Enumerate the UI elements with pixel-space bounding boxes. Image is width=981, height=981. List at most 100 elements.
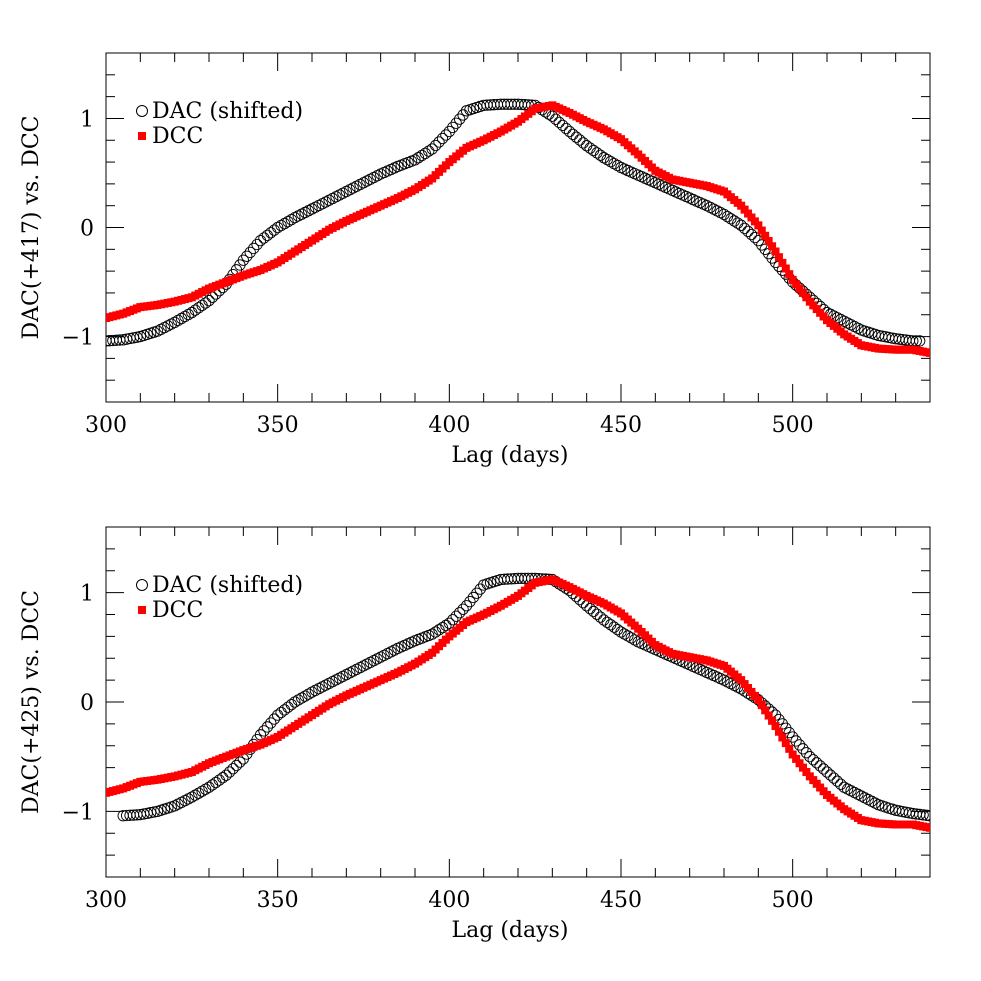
data-point-circle [821, 766, 833, 778]
data-point-circle [278, 217, 291, 230]
data-point-circle [563, 125, 576, 138]
data-point-square [771, 247, 780, 256]
data-point-circle [419, 147, 431, 159]
data-point-square [761, 706, 770, 715]
legend-marker-circle [136, 579, 148, 591]
data-point-circle [800, 747, 813, 759]
data-point-circle [787, 731, 799, 743]
data-point-square [774, 727, 783, 736]
data-point-circle [282, 215, 294, 228]
data-point-circle [196, 299, 208, 312]
data-point-circle [546, 110, 558, 122]
data-point-circle [793, 739, 806, 751]
series-dcc [106, 575, 930, 832]
data-point-circle [550, 113, 562, 125]
data-point-circle [591, 147, 603, 159]
data-point-circle [460, 600, 473, 612]
data-point-circle [443, 617, 455, 629]
data-point-circle [869, 328, 881, 341]
y-tick-label: 1 [80, 107, 94, 132]
data-point-circle [484, 577, 497, 589]
data-point-circle [416, 149, 428, 162]
data-point-circle [265, 227, 277, 239]
data-point-circle [251, 238, 263, 251]
data-point-circle [213, 774, 225, 786]
chart-panel-bottom: 300 350 400 450 500 −1 0 1 Lag (days) DAC(+425) v… [19, 526, 931, 943]
data-point-circle [141, 328, 153, 341]
data-point-circle [574, 134, 586, 146]
data-point-square [764, 237, 773, 246]
data-point-circle [426, 628, 438, 640]
legend-label: DCC [152, 598, 203, 623]
data-point-circle [594, 149, 607, 161]
data-point-circle [292, 694, 304, 706]
data-point-circle [282, 701, 294, 713]
data-point-circle [605, 155, 617, 168]
data-point-circle [148, 806, 160, 818]
plot-area [106, 98, 930, 357]
data-point-circle [436, 621, 449, 634]
data-point-circle [611, 623, 624, 636]
data-point-circle [199, 297, 212, 309]
data-point-square [926, 348, 930, 357]
x-tick-label: 350 [257, 888, 299, 913]
data-point-circle [807, 754, 819, 766]
data-point-circle [244, 246, 256, 259]
data-point-circle [553, 116, 565, 129]
data-point-circle [835, 778, 847, 790]
data-point-circle [289, 696, 301, 708]
y-axis-label: DAC(+425) vs. DCC [19, 590, 44, 814]
data-point-circle [296, 692, 308, 704]
data-point-circle [587, 144, 600, 157]
data-point-circle [261, 721, 274, 733]
data-point-circle [196, 785, 208, 797]
x-tick-label: 400 [428, 888, 470, 913]
data-point-circle [148, 326, 160, 338]
data-point-square [768, 242, 777, 251]
data-point-square [757, 701, 766, 710]
data-point-circle [560, 122, 572, 135]
data-point-square [795, 759, 804, 768]
data-point-circle [182, 308, 195, 321]
x-tick-label: 450 [600, 413, 642, 438]
y-tick-label: 1 [80, 582, 94, 607]
legend-label: DCC [152, 124, 203, 149]
data-point-square [792, 754, 801, 763]
data-point-circle [179, 310, 191, 323]
data-point-circle [227, 763, 239, 775]
data-point-circle [158, 803, 171, 815]
data-point-circle [629, 634, 641, 646]
data-point-circle [738, 222, 751, 235]
data-point-circle [258, 232, 270, 244]
data-point-circle [275, 706, 287, 719]
data-point-circle [828, 772, 840, 784]
legend-label: DAC (shifted) [152, 99, 303, 124]
data-point-circle [865, 327, 878, 339]
y-tick-label: −1 [62, 326, 94, 351]
data-point-circle [491, 574, 504, 587]
data-point-circle [581, 140, 593, 152]
data-point-circle [436, 132, 449, 145]
data-point-square [798, 288, 807, 297]
data-point-circle [615, 626, 627, 638]
data-point-circle [247, 242, 260, 255]
data-point-circle [594, 611, 607, 623]
legend: DAC (shifted)DCC [136, 573, 303, 623]
data-point-circle [429, 139, 442, 152]
data-point-circle [433, 624, 445, 636]
data-point-circle [567, 128, 579, 141]
legend-label: DAC (shifted) [152, 573, 303, 598]
x-tick-label: 300 [85, 888, 127, 913]
data-point-circle [721, 210, 734, 223]
data-point-square [757, 226, 766, 235]
data-point-circle [220, 769, 232, 781]
x-tick-label: 350 [257, 413, 299, 438]
data-point-square [781, 739, 790, 748]
data-point-circle [824, 769, 837, 781]
data-point-circle [230, 759, 243, 772]
x-tick-label: 500 [772, 888, 814, 913]
data-point-circle [433, 136, 445, 148]
data-point-circle [577, 137, 589, 149]
data-point-circle [203, 294, 215, 307]
